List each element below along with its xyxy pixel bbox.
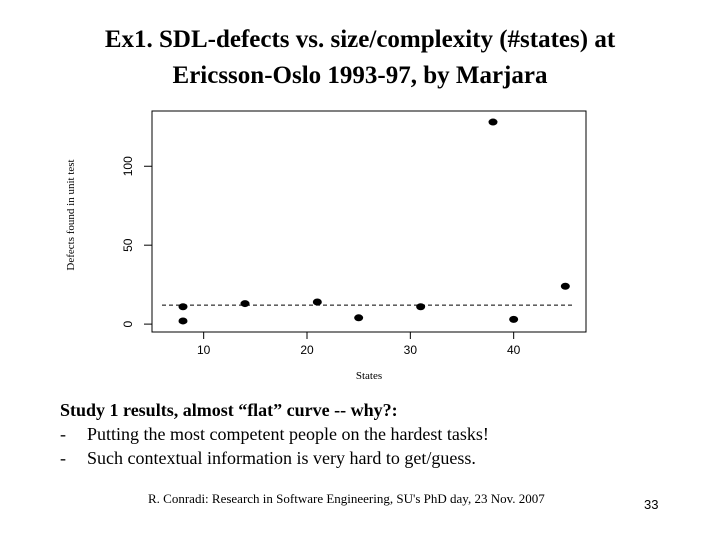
bullet-item: - Putting the most competent people on t… (60, 422, 489, 446)
page-number: 33 (644, 497, 659, 512)
bullet-item: - Such contextual information is very ha… (60, 446, 489, 470)
plot-frame (151, 110, 587, 333)
study-notes: Study 1 results, almost “flat” curve -- … (60, 398, 489, 470)
data-point (240, 300, 250, 308)
x-tick-label: 30 (404, 343, 418, 357)
y-tick-label: 0 (121, 320, 135, 327)
y-axis-label: Defects found in unit test (65, 159, 77, 270)
x-axis-label: States (356, 370, 382, 382)
x-tick-label: 10 (197, 343, 211, 357)
data-point (312, 298, 322, 306)
y-tick-label: 50 (121, 238, 135, 252)
data-point (509, 315, 519, 323)
notes-heading: Study 1 results, almost “flat” curve -- … (60, 400, 398, 420)
bullet-marker: - (60, 424, 66, 444)
slide-title-line-2: Ericsson-Oslo 1993-97, by Marjara (172, 62, 548, 89)
scatter-chart: 0 50 100 10 20 30 40 States Defects found in uni… (65, 110, 587, 382)
slide-title-line-1: Ex1. SDL-defects vs. size/complexity (#s… (104, 26, 616, 53)
footer-text: R. Conradi: Research in Software Enginee… (148, 491, 545, 506)
x-tick-label: 40 (507, 343, 521, 357)
data-point (488, 118, 498, 126)
data-point (416, 303, 426, 311)
x-tick-label: 20 (300, 343, 314, 357)
slide-title: Ex1. SDL-defects vs. size/complexity (#s… (40, 22, 680, 94)
data-point (178, 303, 188, 311)
bullet-text: Putting the most competent people on the… (87, 424, 489, 444)
bullet-text: Such contextual information is very hard… (87, 448, 476, 468)
bullet-marker: - (60, 448, 66, 468)
y-tick-label: 100 (121, 156, 135, 176)
data-point (354, 314, 364, 322)
data-point (178, 317, 188, 325)
data-point (560, 282, 570, 290)
